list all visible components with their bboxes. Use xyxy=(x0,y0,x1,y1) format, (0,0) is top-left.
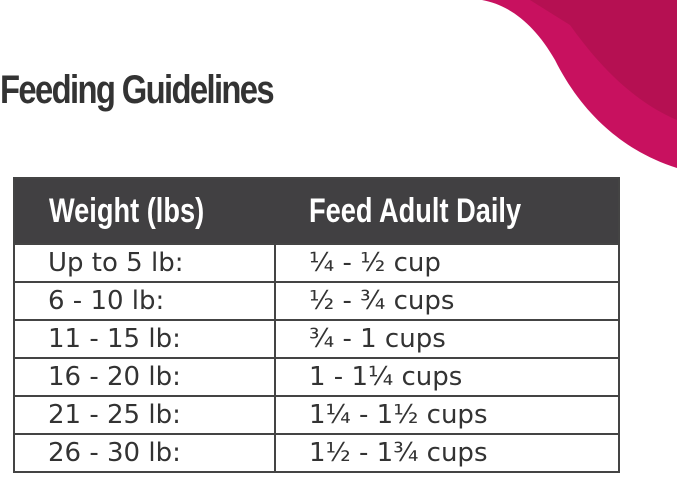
table-cell: 1 - 1¼ cups xyxy=(274,357,620,397)
table-cell: Up to 5 lb: xyxy=(13,243,276,283)
header-text: Weight (lbs) xyxy=(49,191,205,230)
table-cell: 6 - 10 lb: xyxy=(13,281,276,321)
pink-shade xyxy=(530,0,677,120)
table-cell: 11 - 15 lb: xyxy=(13,319,276,359)
table-cell: 16 - 20 lb: xyxy=(13,357,276,397)
table-cell: 21 - 25 lb: xyxy=(13,395,276,435)
table-cell: 1½ - 1¾ cups xyxy=(274,433,620,473)
header-cell: Weight (lbs) xyxy=(14,178,275,244)
title: Feeding Guidelines xyxy=(0,68,275,112)
table-row: 6 - 10 lb: ½ - ¾ cups xyxy=(13,281,620,321)
table-cell: 26 - 30 lb: xyxy=(13,433,276,473)
header-row: Weight (lbs) Feed Adult Daily xyxy=(14,178,619,244)
table-cell: ½ - ¾ cups xyxy=(274,281,620,321)
table-cell: ¾ - 1 cups xyxy=(274,319,620,359)
table-cell: 1¼ - 1½ cups xyxy=(274,395,620,435)
table-row: Up to 5 lb: ¼ - ½ cup xyxy=(13,243,620,283)
table-row: 26 - 30 lb: 1½ - 1¾ cups xyxy=(13,433,620,473)
feeding-table: Weight (lbs) Feed Adult Daily Up to 5 lb:… xyxy=(13,177,620,473)
table-row: 21 - 25 lb: 1¼ - 1½ cups xyxy=(13,395,620,435)
header-text: Feed Adult Daily xyxy=(309,191,522,230)
table-cell: ¼ - ½ cup xyxy=(274,243,620,283)
table-row: 16 - 20 lb: 1 - 1¼ cups xyxy=(13,357,620,397)
header-cell: Feed Adult Daily xyxy=(275,178,619,244)
table-row: 11 - 15 lb: ¾ - 1 cups xyxy=(13,319,620,359)
